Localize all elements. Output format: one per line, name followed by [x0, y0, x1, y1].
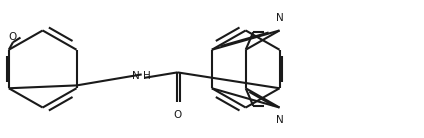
Text: O: O — [173, 110, 181, 120]
Text: O: O — [9, 32, 17, 42]
Text: N: N — [132, 71, 140, 81]
Text: H: H — [142, 71, 151, 81]
Text: N: N — [276, 13, 283, 23]
Text: N: N — [276, 115, 283, 125]
